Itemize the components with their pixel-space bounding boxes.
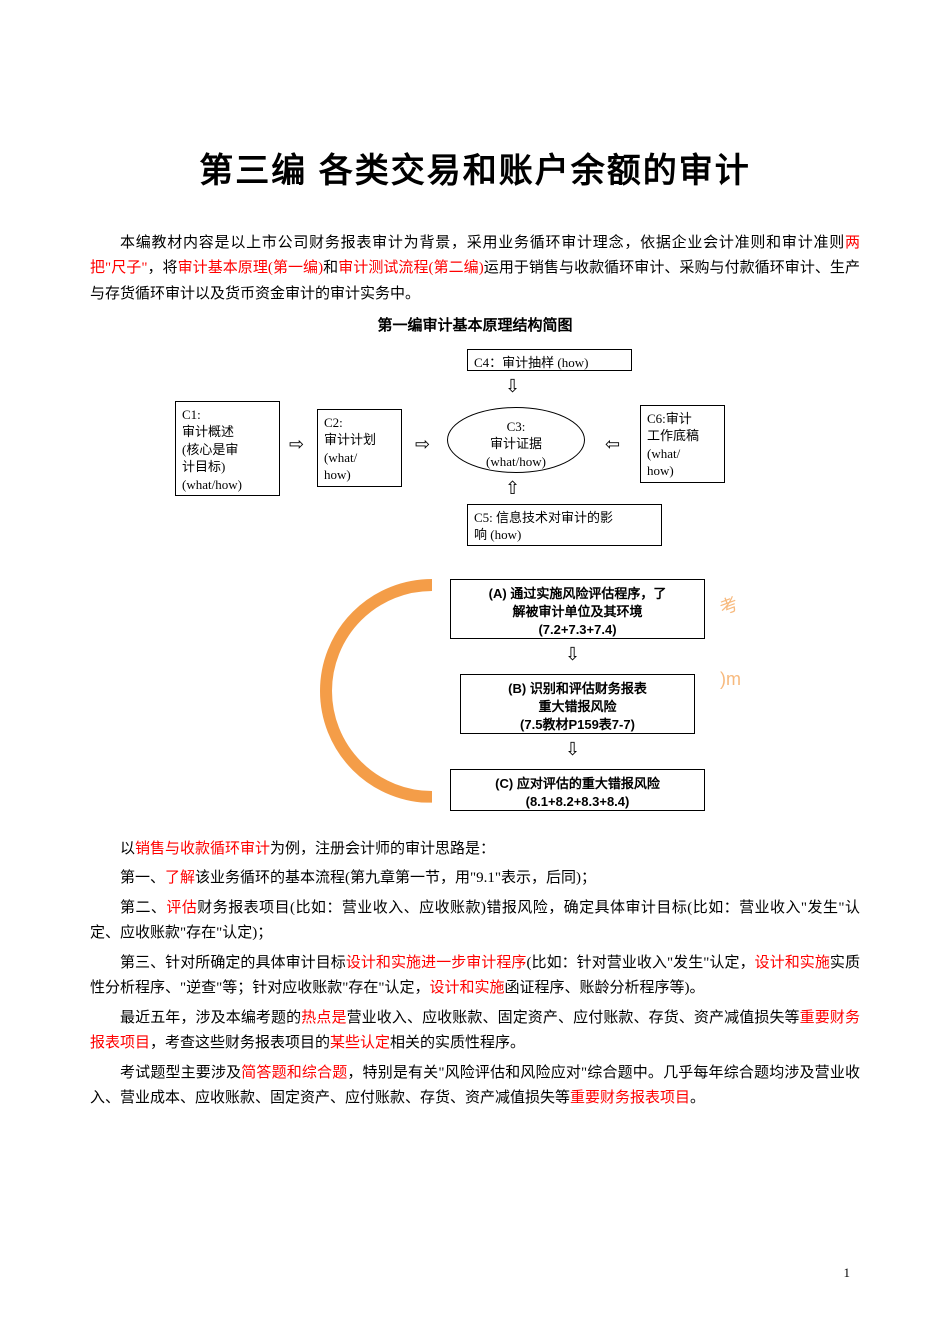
red-text: 销售与收款循环审计 — [135, 841, 270, 857]
intro-red2: 审计基本原理(第一编) — [178, 260, 324, 276]
intro-mid1: ，将 — [147, 260, 177, 276]
red-text: 某些认定 — [330, 1035, 390, 1051]
red-text: 评估 — [166, 900, 197, 916]
red-text: 简答题和综合题 — [241, 1065, 347, 1081]
fc1-arrow-a4: ⇩ — [505, 377, 520, 395]
page-title: 第三编 各类交易和账户余额的审计 — [90, 143, 860, 201]
fc2-arrow-d1: ⇩ — [565, 645, 580, 663]
body-p2: 第一、了解该业务循环的基本流程(第九章第一节，用"9.1"表示，后同)； — [90, 866, 860, 892]
intro-pre: 本编教材内容是以上市公司财务报表审计为背景，采用业务循环审计理念，依据企业会计准… — [120, 235, 845, 251]
fc1-node-c2: C2: 审计计划 (what/ how) — [317, 409, 402, 487]
fc2-node-c: (C) 应对评估的重大错报风险(8.1+8.2+8.3+8.4) — [450, 769, 705, 811]
watermark-text-1: )m — [720, 664, 741, 695]
body-p6: 考试题型主要涉及简答题和综合题，特别是有关"风险评估和风险应对"综合题中。几乎每… — [90, 1061, 860, 1112]
fc1-node-c6: C6:审计 工作底稿 (what/ how) — [640, 405, 725, 483]
fc2-arrow-d2: ⇩ — [565, 740, 580, 758]
red-text: 重要财务报表项目 — [570, 1090, 690, 1106]
page-number: 1 — [844, 1262, 851, 1284]
red-text: 了解 — [165, 870, 195, 886]
fc1-node-c1: C1: 审计概述 (核心是审 计目标) (what/how) — [175, 401, 280, 496]
body-p1: 以销售与收款循环审计为例，注册会计师的审计思路是： — [90, 837, 860, 863]
flowchart-1: C1: 审计概述 (核心是审 计目标) (what/how) C2: 审计计划 (… — [165, 349, 785, 559]
document-page: 第三编 各类交易和账户余额的审计 本编教材内容是以上市公司财务报表审计为背景，采… — [0, 0, 950, 1344]
body-p3: 第二、评估财务报表项目(比如：营业收入、应收账款)错报风险，确定具体审计目标(比… — [90, 896, 860, 947]
red-text: 热点是 — [301, 1010, 346, 1026]
red-text: 设计和实施 — [430, 980, 505, 996]
intro-red3: 审计测试流程(第二编) — [338, 260, 484, 276]
intro-mid2: 和 — [323, 260, 338, 276]
fc2-node-a: (A) 通过实施风险评估程序，了解被审计单位及其环境(7.2+7.3+7.4) — [450, 579, 705, 639]
fc1-arrow-a1: ⇨ — [289, 435, 304, 453]
fc1-node-c4: C4：审计抽样 (how) — [467, 349, 632, 371]
watermark-text-0: 考 — [715, 588, 742, 623]
fc2-node-b: (B) 识别和评估财务报表重大错报风险(7.5教材P159表7-7) — [460, 674, 695, 734]
fc1-arrow-a2: ⇨ — [415, 435, 430, 453]
fc1-arrow-a5: ⇧ — [505, 479, 520, 497]
diagram1-title: 第一编审计基本原理结构简图 — [90, 313, 860, 339]
intro-paragraph: 本编教材内容是以上市公司财务报表审计为背景，采用业务循环审计理念，依据企业会计准… — [90, 231, 860, 308]
red-text: 设计和实施进一步审计程序 — [346, 955, 527, 971]
body-p4: 第三、针对所确定的具体审计目标设计和实施进一步审计程序(比如：针对营业收入"发生… — [90, 951, 860, 1002]
flowchart-2: 考 )m (A) 通过实施风险评估程序，了解被审计单位及其环境(7.2+7.3+7.… — [165, 579, 785, 809]
diagram1-container: C1: 审计概述 (核心是审 计目标) (what/how) C2: 审计计划 (… — [165, 349, 785, 809]
fc1-node-c3: C3: 审计证据 (what/how) — [447, 407, 585, 473]
fc1-arrow-a3: ⇦ — [605, 435, 620, 453]
fc1-node-c5: C5: 信息技术对审计的影 响 (how) — [467, 504, 662, 546]
red-text: 设计和实施 — [755, 955, 830, 971]
body-p5: 最近五年，涉及本编考题的热点是营业收入、应收账款、固定资产、应付账款、存货、资产… — [90, 1006, 860, 1057]
